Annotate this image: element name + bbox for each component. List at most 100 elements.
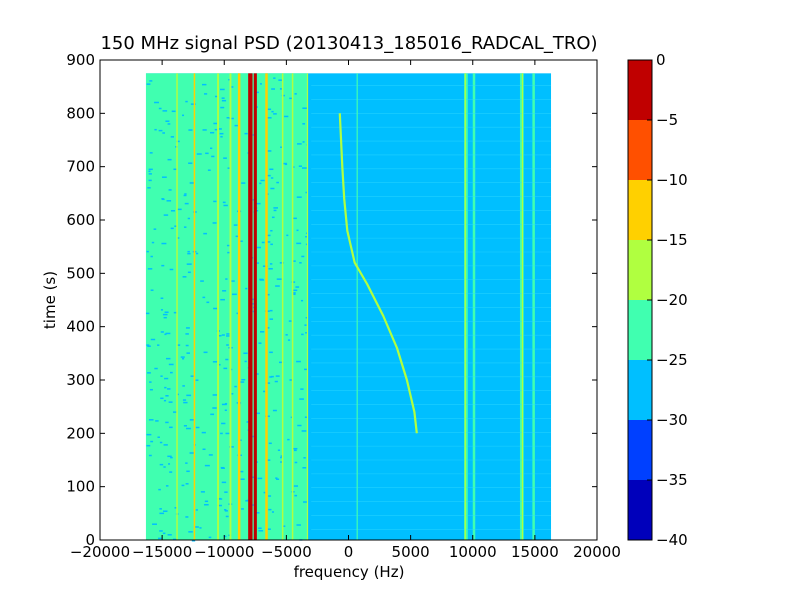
colorbar-tick-label: −5 [656,111,678,129]
noise-speckle [293,449,297,452]
carrier-line-11 [356,73,358,540]
colorbar-tick-label: −30 [656,411,688,429]
noise-speckle [222,201,226,204]
noise-speckle [159,463,164,466]
noise-speckle [280,456,284,459]
noise-speckle [176,344,181,346]
noise-speckle [280,146,283,148]
noise-speckle [174,507,178,509]
noise-speckle [174,225,178,227]
noise-speckle [270,187,275,190]
noise-speckle [299,398,304,400]
colorbar-tick-label: −20 [656,291,688,309]
y-tick-label: 700 [66,158,95,176]
noise-speckle [300,299,304,302]
noise-speckle [274,380,278,383]
noise-speckle [257,477,263,480]
colorbar-segment [628,240,652,300]
noise-speckle [231,393,234,395]
noise-speckle [224,402,228,405]
noise-speckle [275,477,278,479]
noise-speckle [184,202,189,205]
noise-speckle [278,361,284,364]
noise-speckle [267,174,271,177]
noise-speckle [159,508,162,510]
noise-speckle [217,504,223,507]
noise-speckle [256,262,260,264]
x-tick-label: 10000 [449,543,497,561]
noise-speckle [263,390,266,393]
noise-speckle [225,432,230,435]
noise-speckle [154,128,157,131]
noise-speckle [236,312,240,315]
noise-speckle [301,430,307,432]
noise-speckle [292,166,295,168]
noise-speckle [239,381,245,383]
noise-speckle [166,388,171,390]
y-tick-label: 800 [66,104,95,122]
x-tick-label: −20000 [70,543,130,561]
noise-speckle [150,440,154,443]
noise-speckle [306,144,311,146]
colorbar-segment [628,120,652,180]
noise-speckle [147,268,153,270]
noise-speckle [210,413,215,416]
noise-speckle [185,462,188,464]
noise-speckle [149,80,153,82]
noise-speckle [150,255,153,258]
x-tick-label: 0 [344,543,354,561]
noise-speckle [163,444,168,446]
noise-speckle [284,163,288,166]
noise-speckle [269,351,273,354]
noise-speckle [288,320,292,322]
noise-speckle [165,485,169,487]
noise-speckle [297,424,302,427]
noise-speckle [167,534,172,536]
carrier-line-0 [248,73,253,540]
noise-speckle [161,242,167,245]
noise-speckle [279,262,284,264]
noise-speckle [173,411,177,413]
noise-speckle [163,214,169,216]
noise-speckle [213,307,218,310]
noise-speckle [292,293,296,296]
y-tick-label: 300 [66,371,95,389]
noise-speckle [292,447,298,450]
noise-speckle [220,432,223,435]
noise-speckle [258,530,264,532]
noise-speckle [280,461,283,463]
noise-speckle [173,311,178,314]
noise-speckle [244,360,247,363]
noise-speckle [204,500,209,503]
noise-speckle [159,441,163,444]
noise-speckle [266,234,271,237]
noise-speckle [186,394,192,397]
noise-speckle [184,193,187,195]
colorbar-tick-label: −25 [656,351,688,369]
noise-speckle [241,378,246,381]
noise-speckle [266,459,271,461]
noise-speckle [170,210,176,212]
noise-speckle [150,338,156,341]
x-tick-label: −15000 [132,543,192,561]
noise-speckle [162,110,168,112]
colorbar: 0 −5 −10 −15 −20 −25 −30 −35 −40 [627,51,688,549]
noise-speckle [161,264,165,267]
noise-speckle [305,332,308,334]
carrier-line-3 [265,73,268,540]
noise-speckle [146,444,151,447]
noise-speckle [212,361,218,363]
noise-speckle [210,131,215,134]
noise-speckle [221,99,227,102]
noise-speckle [270,177,274,179]
noise-speckle [186,427,191,430]
noise-speckle [283,525,286,527]
chart-title: 150 MHz signal PSD (20130413_185016_RADC… [100,33,597,54]
noise-speckle [188,531,193,533]
noise-speckle [218,334,222,337]
noise-speckle [154,367,158,370]
noise-speckle [202,129,207,131]
noise-speckle [199,527,202,529]
noise-speckle [223,367,228,370]
noise-speckle [182,357,185,360]
